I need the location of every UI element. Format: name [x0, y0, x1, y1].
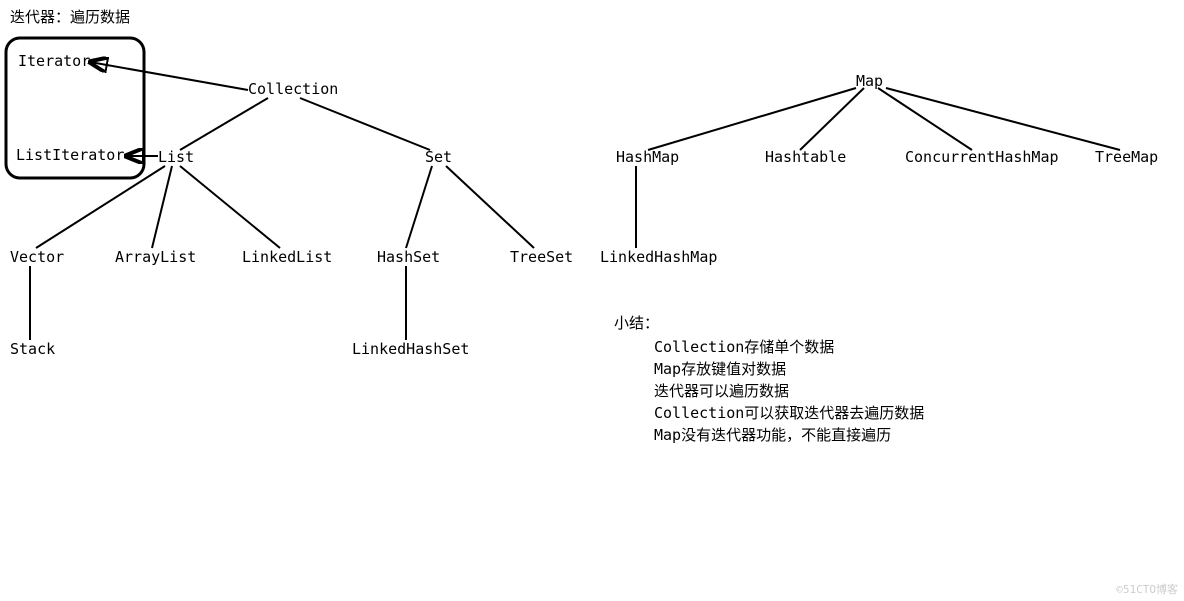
edge-list-arraylist [152, 166, 172, 248]
edge-list-vector [36, 166, 165, 248]
edge-collection-list [180, 98, 268, 150]
node-linkedhashset: LinkedHashSet [352, 340, 469, 358]
edge-map-concurrenthm [878, 88, 972, 150]
edge-collection-iterator [90, 62, 248, 90]
node-treeset: TreeSet [510, 248, 573, 266]
node-stack: Stack [10, 340, 55, 358]
edge-set-hashset [406, 166, 432, 248]
node-hashtable: Hashtable [765, 148, 846, 166]
node-hashmap: HashMap [616, 148, 679, 166]
node-iterator: Iterator [18, 52, 90, 70]
summary-lines: Collection存储单个数据 Map存放键值对数据 迭代器可以遍历数据 Co… [654, 336, 924, 446]
edge-collection-set [300, 98, 430, 150]
diagram-canvas: 迭代器：遍历数据 Iterator ListIterator Collection L… [0, 0, 1184, 601]
edge-map-treemap [886, 88, 1120, 150]
node-set: Set [425, 148, 452, 166]
watermark: ©51CTO博客 [1116, 581, 1178, 597]
node-map: Map [856, 72, 883, 90]
node-concurrenthm: ConcurrentHashMap [905, 148, 1059, 166]
diagram-header: 迭代器：遍历数据 [10, 6, 130, 27]
summary-title: 小结： [614, 312, 659, 333]
node-linkedhashmap: LinkedHashMap [600, 248, 717, 266]
edge-map-hashtable [800, 88, 864, 150]
node-collection: Collection [248, 80, 338, 98]
node-treemap: TreeMap [1095, 148, 1158, 166]
node-list: List [158, 148, 194, 166]
node-hashset: HashSet [377, 248, 440, 266]
node-listiterator: ListIterator [16, 146, 124, 164]
node-arraylist: ArrayList [115, 248, 196, 266]
edge-list-linkedlist [180, 166, 280, 248]
node-linkedlist: LinkedList [242, 248, 332, 266]
node-vector: Vector [10, 248, 64, 266]
edges-svg [0, 0, 1184, 601]
edge-map-hashmap [648, 88, 856, 150]
edge-set-treeset [446, 166, 534, 248]
